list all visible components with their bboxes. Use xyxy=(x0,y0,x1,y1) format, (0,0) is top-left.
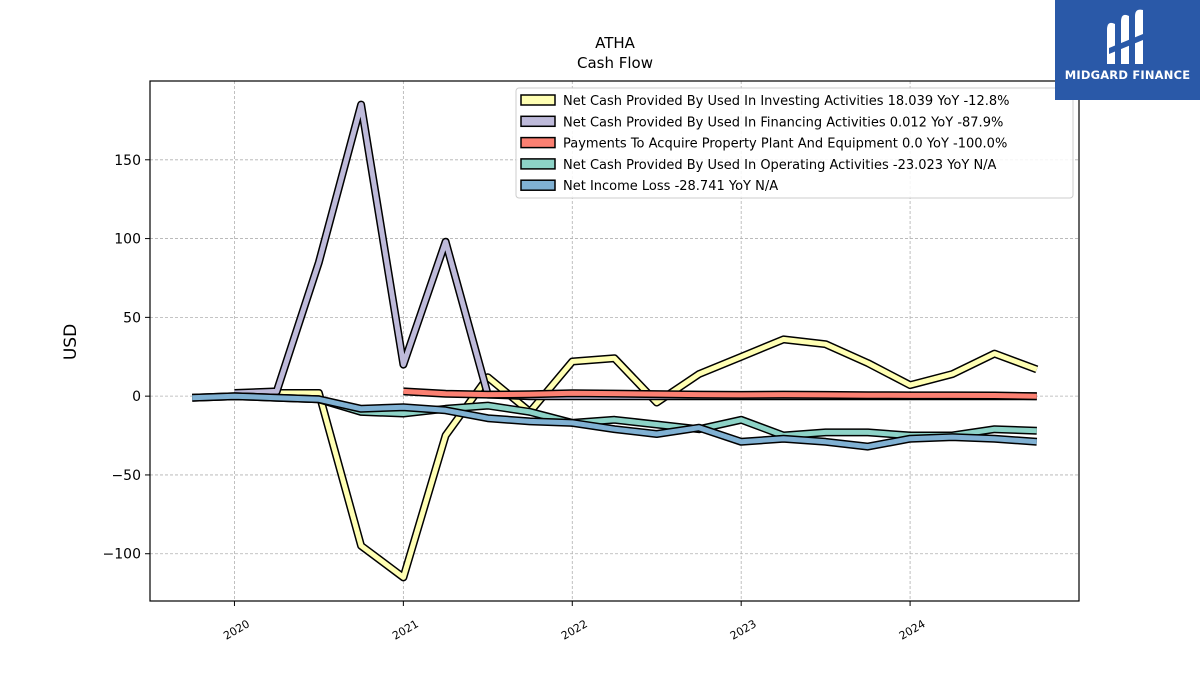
legend-label: Payments To Acquire Property Plant And E… xyxy=(563,137,1007,152)
y-tick-label: −100 xyxy=(103,547,141,563)
legend-label: Net Cash Provided By Used In Operating A… xyxy=(563,158,997,173)
x-tick-label: 2022 xyxy=(559,617,590,642)
chart-subtitle: Cash Flow xyxy=(577,54,653,72)
x-axis: 2020 2021 2022 2023 2024 xyxy=(221,601,928,643)
y-tick-label: 0 xyxy=(132,389,141,405)
legend-label: Net Cash Provided By Used In Investing A… xyxy=(563,94,1009,109)
legend-box xyxy=(515,87,1074,199)
y-tick-label: 100 xyxy=(114,232,141,248)
legend-swatch xyxy=(520,158,556,170)
legend-swatch xyxy=(520,179,556,191)
y-axis-label: USD xyxy=(61,324,81,360)
y-tick-label: 50 xyxy=(123,310,141,326)
series-outline xyxy=(234,335,1039,582)
series-line xyxy=(192,393,1037,450)
x-tick-label: 2020 xyxy=(221,617,252,642)
y-tick-label: −50 xyxy=(111,468,141,484)
legend: Net Cash Provided By Used In Investing A… xyxy=(515,87,1074,199)
midgard-logo-icon xyxy=(1107,9,1143,65)
legend-swatch xyxy=(520,115,556,128)
x-tick-label: 2024 xyxy=(897,617,928,642)
legend-swatch xyxy=(520,136,556,149)
midgard-finance-logo: MIDGARD FINANCE xyxy=(1055,0,1200,100)
x-tick-label: 2023 xyxy=(728,617,759,642)
plot-frame xyxy=(149,80,1080,602)
chart-title: ATHA xyxy=(595,34,636,52)
y-tick-label: 150 xyxy=(114,153,141,169)
x-tick-label: 2021 xyxy=(390,617,421,642)
series-lines xyxy=(192,100,1039,582)
logo-text: MIDGARD FINANCE xyxy=(1064,68,1191,82)
series-line xyxy=(234,336,1038,580)
series-line xyxy=(403,388,1037,399)
legend-label: Net Cash Provided By Used In Financing A… xyxy=(563,115,1003,130)
legend-label: Net Income Loss -28.741 YoY N/A xyxy=(563,179,778,194)
legend-swatch xyxy=(520,94,556,106)
y-axis: −100 −50 0 50 100 150 xyxy=(103,153,150,563)
